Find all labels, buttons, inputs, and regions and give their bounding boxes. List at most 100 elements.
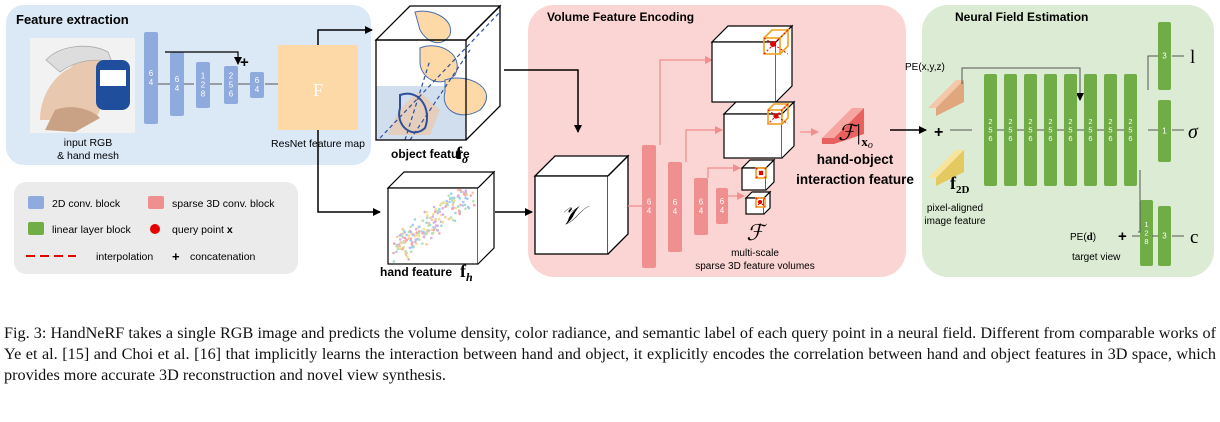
hand-feature-point <box>431 215 435 218</box>
linear-block-l: 3 <box>1158 22 1171 90</box>
sparse3d-block-label: 4 <box>647 207 652 216</box>
hand-feature-point <box>414 238 418 241</box>
hand-feature-label: hand feature <box>380 265 452 279</box>
volume-encoding-title: Volume Feature Encoding <box>547 10 694 24</box>
linear-block-label: 6 <box>1028 134 1032 143</box>
hand-feature-point <box>392 260 396 263</box>
legend-sparse3d: sparse 3D conv. block <box>172 198 275 210</box>
hand-feature-point <box>430 218 434 221</box>
hand-feature-point <box>414 240 417 244</box>
interaction-feature-bar <box>822 108 864 144</box>
hand-feature-point <box>407 234 411 237</box>
legend-query-point-icon <box>150 224 160 234</box>
hand-feature-point <box>448 200 451 204</box>
hand-feature-point <box>425 221 429 224</box>
linear-block: 256 <box>1084 74 1097 186</box>
volume-cube <box>533 154 630 255</box>
multiscale-label-1: multi-scale <box>731 248 779 259</box>
hand-feature-point <box>457 209 461 212</box>
hand-feature-point <box>402 239 406 243</box>
hand-feature-point <box>451 207 454 210</box>
conv2d-block-label: 6 <box>175 75 180 84</box>
linear-block: 256 <box>1004 74 1017 186</box>
linear-block-c1-label: 1 <box>1144 220 1148 229</box>
hand-feature-point <box>427 221 431 225</box>
multiscale-volumes <box>710 24 796 215</box>
sparse3d-block: 64 <box>716 188 728 224</box>
hand-feature-point <box>445 199 449 203</box>
linear-block-label: 5 <box>1128 126 1132 135</box>
hand-feature-point <box>462 193 466 196</box>
hand-feature-point <box>456 188 460 192</box>
figure-caption: Fig. 3: HandNeRF takes a single RGB imag… <box>4 324 1216 384</box>
sparse3d-block-label: 6 <box>647 198 652 207</box>
linear-block-label: 5 <box>1108 126 1112 135</box>
multiscale-symbol: ℱ <box>746 220 767 245</box>
hand-feature-point <box>425 243 428 246</box>
legend-linear-swatch <box>28 222 44 235</box>
legend-linear: linear layer block <box>52 224 132 236</box>
hand-feature-point <box>425 230 429 233</box>
hand-feature-point <box>434 210 437 213</box>
hand-feature-point <box>432 212 435 216</box>
hand-feature-point <box>463 203 467 207</box>
concat-plus-c: + <box>1118 228 1127 245</box>
arrow-scale-2 <box>685 126 723 162</box>
hand-feature-point <box>425 216 429 220</box>
hand-feature-point <box>407 258 411 261</box>
hand-feature-point <box>434 217 437 221</box>
object-feature-symbol: fo <box>456 143 468 166</box>
linear-block-label: 5 <box>1088 126 1092 135</box>
linear-block-c1: 128 <box>1140 200 1153 266</box>
hand-feature-point <box>422 228 426 231</box>
hand-feature-point <box>432 205 436 209</box>
hand-feature-point <box>473 203 476 207</box>
hand-feature-point <box>400 234 404 238</box>
hand-feature-point <box>459 188 462 192</box>
hand-feature-point <box>423 210 427 214</box>
hand-feature-point <box>456 194 460 198</box>
linear-block-label: 6 <box>1068 134 1072 143</box>
concat-plus-neural: + <box>934 124 943 141</box>
sparse3d-block: 64 <box>668 162 682 252</box>
hand-feature-point <box>407 237 411 240</box>
linear-block-c1-label: 2 <box>1144 229 1148 238</box>
hand-feature-point <box>441 213 445 216</box>
hand-feature-point <box>452 197 456 200</box>
hand-feature-point <box>464 196 467 200</box>
concat-plus: + <box>240 54 249 71</box>
hand-feature-point <box>454 206 457 210</box>
hand-feature-point <box>436 229 440 232</box>
output-c: c <box>1190 227 1198 248</box>
legend-interpolation: interpolation <box>96 251 153 263</box>
linear-block-label: 2 <box>1108 117 1112 126</box>
linear-block-label: 2 <box>1008 117 1012 126</box>
hand-feature-point <box>417 234 421 238</box>
interaction-label-2: interaction feature <box>796 172 914 187</box>
hand-feature-point <box>461 204 465 207</box>
hand-feature-point <box>465 193 469 196</box>
linear-block: 256 <box>984 74 997 186</box>
legend-concat-icon: + <box>172 249 180 264</box>
hand-feature-point <box>409 225 412 229</box>
hand-feature-point <box>401 247 404 251</box>
legend-conv2d: 2D conv. block <box>52 198 121 210</box>
hand-feature-point <box>421 242 424 245</box>
sparse3d-block: 64 <box>694 178 708 235</box>
linear-block: 256 <box>1064 74 1077 186</box>
linear-block-label: 6 <box>988 134 992 143</box>
hand-feature-point <box>411 223 415 227</box>
pixel-aligned-label-1: pixel-aligned <box>927 203 983 214</box>
hand-feature-point <box>425 210 429 214</box>
linear-block-sigma-label: 1 <box>1162 127 1167 136</box>
hand-feature-point <box>432 221 436 224</box>
conv2d-block-label: 4 <box>149 78 154 87</box>
hand-feature-point <box>415 233 419 237</box>
hand-feature-point <box>402 229 406 233</box>
linear-block: 256 <box>1104 74 1117 186</box>
hand-feature-point <box>421 219 425 222</box>
hand-feature-point <box>429 216 432 219</box>
hand-feature-point <box>405 238 408 242</box>
hand-feature-point <box>405 233 409 237</box>
